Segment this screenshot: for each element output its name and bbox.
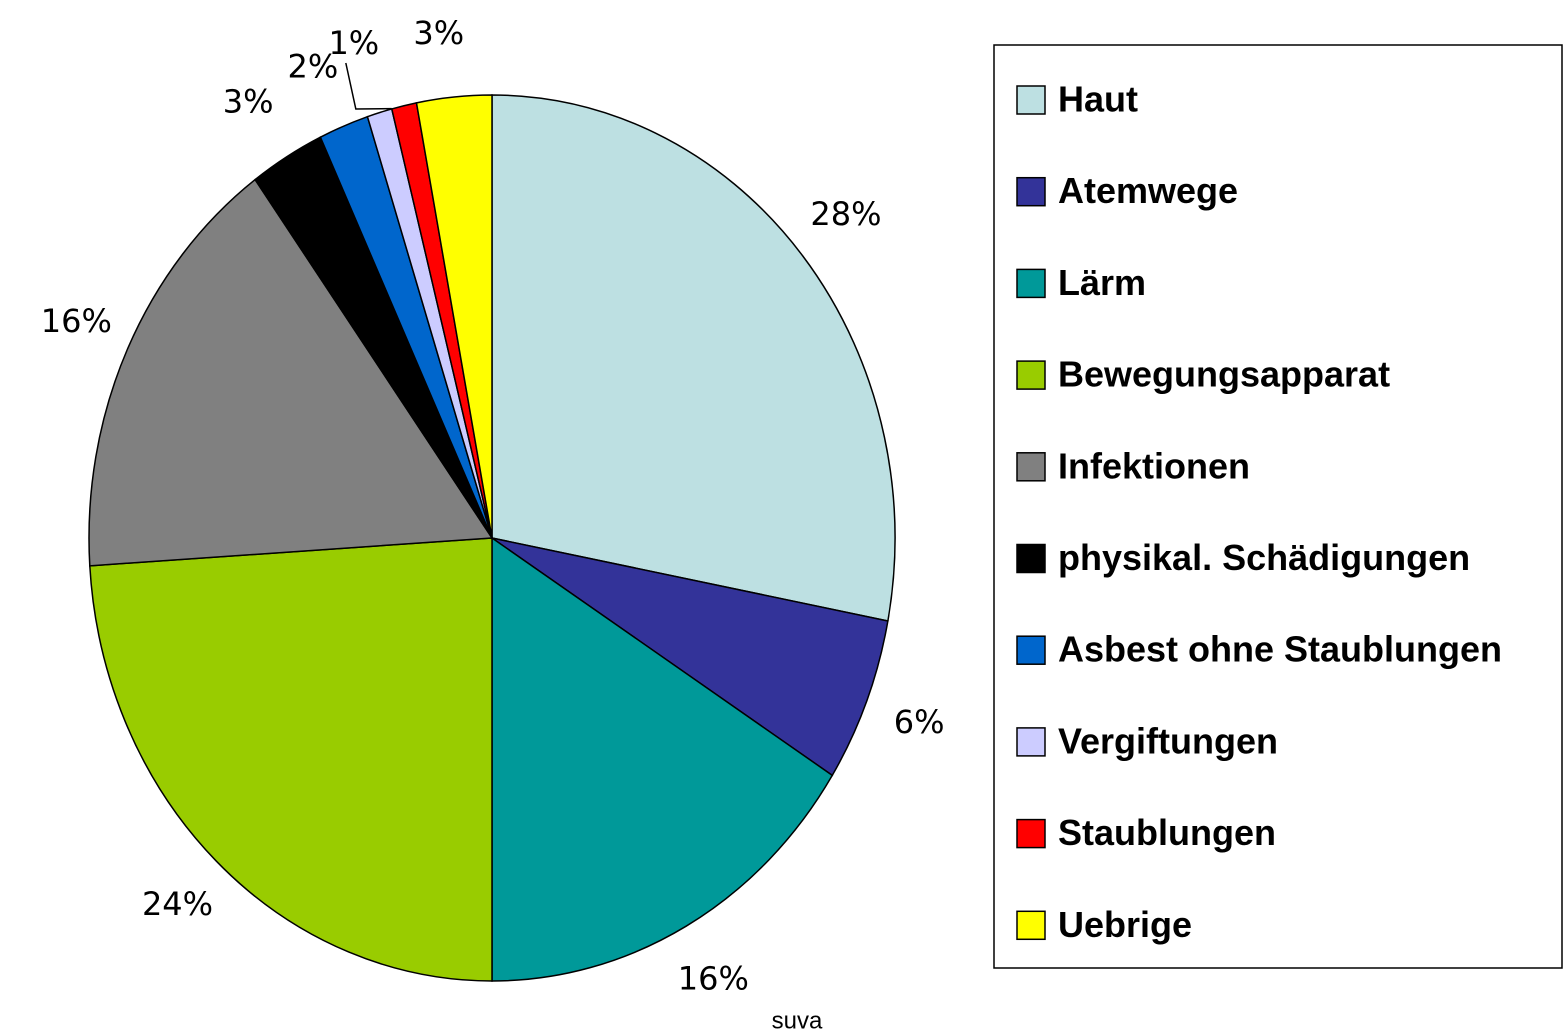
legend-swatch (1016, 85, 1046, 115)
legend-swatch (1016, 818, 1046, 849)
data-label: 16% (41, 302, 112, 340)
legend-box (993, 44, 1563, 969)
legend-swatch (1016, 910, 1046, 941)
legend-label: Lärm (1058, 262, 1146, 303)
legend-label: Uebrige (1058, 904, 1192, 945)
pie-slice (89, 537, 493, 982)
data-label: 16% (678, 960, 749, 998)
legend-swatch (1016, 727, 1046, 757)
legend-label: Atemwege (1058, 170, 1238, 211)
legend-label: Haut (1058, 79, 1138, 120)
data-label: 2% (287, 47, 338, 85)
legend-label: Vergiftungen (1058, 720, 1278, 761)
legend-label: Staublungen (1058, 812, 1276, 853)
pie-slice (491, 536, 834, 982)
legend-swatch (1016, 543, 1046, 574)
legend-label: Infektionen (1058, 445, 1250, 486)
legend-swatch (1016, 268, 1046, 299)
data-label: 6% (894, 703, 945, 741)
pie-slice (491, 537, 889, 777)
data-label: 28% (810, 195, 881, 233)
legend-swatch (1016, 360, 1046, 390)
legend-swatch (1016, 176, 1046, 207)
pie-slice (415, 94, 493, 539)
pie-slice (88, 178, 494, 567)
data-label: 1% (328, 24, 379, 62)
data-label: 24% (142, 885, 213, 923)
annotation: suva (772, 1007, 823, 1034)
legend-label: physikal. Schädigungen (1058, 537, 1470, 578)
data-label: 3% (223, 82, 274, 120)
legend-label: Bewegungsapparat (1058, 354, 1390, 395)
pie-slice (491, 94, 896, 622)
leader-line (345, 62, 392, 110)
legend-swatch (1016, 452, 1046, 482)
legend-swatch (1016, 635, 1046, 665)
legend-label: Asbest ohne Staublungen (1058, 629, 1502, 670)
data-label: 3% (413, 14, 464, 52)
